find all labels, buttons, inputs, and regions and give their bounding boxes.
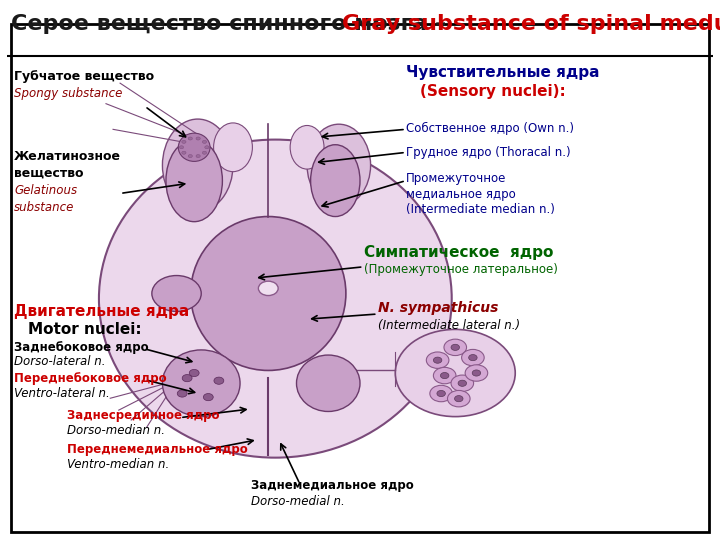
Circle shape: [448, 390, 470, 407]
Ellipse shape: [163, 119, 233, 212]
Ellipse shape: [214, 123, 253, 172]
Text: Ventro-median n.: Ventro-median n.: [67, 457, 169, 471]
Text: Губчатое вещество: Губчатое вещество: [14, 70, 154, 83]
Text: Gray substance of spinal medulla: Gray substance of spinal medulla: [342, 14, 720, 33]
Circle shape: [441, 373, 449, 379]
Text: Промежуточное: Промежуточное: [406, 172, 506, 185]
Ellipse shape: [191, 217, 346, 370]
Text: Dorso-median n.: Dorso-median n.: [67, 424, 165, 437]
Ellipse shape: [307, 124, 371, 206]
Circle shape: [451, 375, 474, 391]
Text: Желатинозное: Желатинозное: [14, 150, 121, 163]
Text: вещество: вещество: [14, 166, 84, 179]
Ellipse shape: [99, 139, 451, 457]
Text: Motor nuclei:: Motor nuclei:: [28, 322, 142, 337]
Circle shape: [182, 375, 192, 382]
Circle shape: [437, 390, 446, 396]
Text: Dorso-lateral n.: Dorso-lateral n.: [14, 355, 106, 368]
Circle shape: [203, 394, 213, 401]
Circle shape: [395, 329, 516, 417]
Text: Двигательные ядра: Двигательные ядра: [14, 303, 189, 319]
Circle shape: [451, 345, 459, 350]
Text: медиальное ядро: медиальное ядро: [406, 188, 516, 201]
Circle shape: [433, 357, 442, 363]
Circle shape: [177, 390, 187, 397]
Circle shape: [444, 339, 467, 355]
Ellipse shape: [310, 145, 360, 217]
Circle shape: [462, 349, 484, 366]
Circle shape: [189, 369, 199, 376]
Text: substance: substance: [14, 201, 75, 214]
Text: (Intermediate median n.): (Intermediate median n.): [406, 203, 554, 216]
Text: N. sympathicus: N. sympathicus: [377, 301, 498, 315]
Text: Переднемедиальное ядро: Переднемедиальное ядро: [67, 443, 248, 456]
Circle shape: [202, 140, 207, 144]
Circle shape: [458, 380, 467, 386]
Text: Чувствительные ядра: Чувствительные ядра: [406, 65, 599, 80]
Text: Spongy substance: Spongy substance: [14, 87, 122, 100]
Circle shape: [181, 151, 186, 154]
Ellipse shape: [166, 140, 222, 222]
Text: Заднебоковое ядро: Заднебоковое ядро: [14, 341, 149, 354]
Circle shape: [181, 140, 186, 144]
Text: Грудное ядро (Thoracal n.): Грудное ядро (Thoracal n.): [406, 146, 570, 159]
Text: Серое вещество спинного мозга –: Серое вещество спинного мозга –: [11, 14, 454, 33]
Circle shape: [258, 281, 278, 295]
Circle shape: [430, 386, 452, 402]
Text: Переднебоковое ядро: Переднебоковое ядро: [14, 373, 167, 386]
Ellipse shape: [290, 125, 324, 169]
Circle shape: [179, 146, 184, 149]
Circle shape: [188, 137, 192, 140]
Circle shape: [472, 370, 481, 376]
Circle shape: [204, 146, 209, 149]
Circle shape: [465, 365, 487, 381]
Text: (Intermediate lateral n.): (Intermediate lateral n.): [377, 319, 520, 332]
Text: Собственное ядро (Own n.): Собственное ядро (Own n.): [406, 122, 574, 134]
Circle shape: [214, 377, 224, 384]
Ellipse shape: [179, 133, 210, 161]
Text: Заднесрединное ядро: Заднесрединное ядро: [67, 409, 220, 422]
Circle shape: [426, 352, 449, 368]
Ellipse shape: [152, 275, 201, 312]
Text: Ventro-lateral n.: Ventro-lateral n.: [14, 387, 110, 400]
Circle shape: [454, 396, 463, 402]
Text: Симпатическое  ядро: Симпатическое ядро: [364, 245, 553, 260]
Text: Gelatinous: Gelatinous: [14, 184, 77, 197]
Circle shape: [196, 154, 200, 158]
Text: Заднемедиальное ядро: Заднемедиальное ядро: [251, 479, 413, 492]
Text: (Промежуточное латеральное): (Промежуточное латеральное): [364, 263, 557, 276]
Circle shape: [433, 367, 456, 384]
Ellipse shape: [163, 350, 240, 417]
Text: Dorso-medial n.: Dorso-medial n.: [251, 495, 344, 508]
Text: (Sensory nuclei):: (Sensory nuclei):: [420, 84, 566, 99]
Ellipse shape: [297, 355, 360, 411]
Circle shape: [188, 154, 192, 158]
Circle shape: [196, 137, 200, 140]
Circle shape: [202, 151, 207, 154]
Circle shape: [469, 355, 477, 361]
